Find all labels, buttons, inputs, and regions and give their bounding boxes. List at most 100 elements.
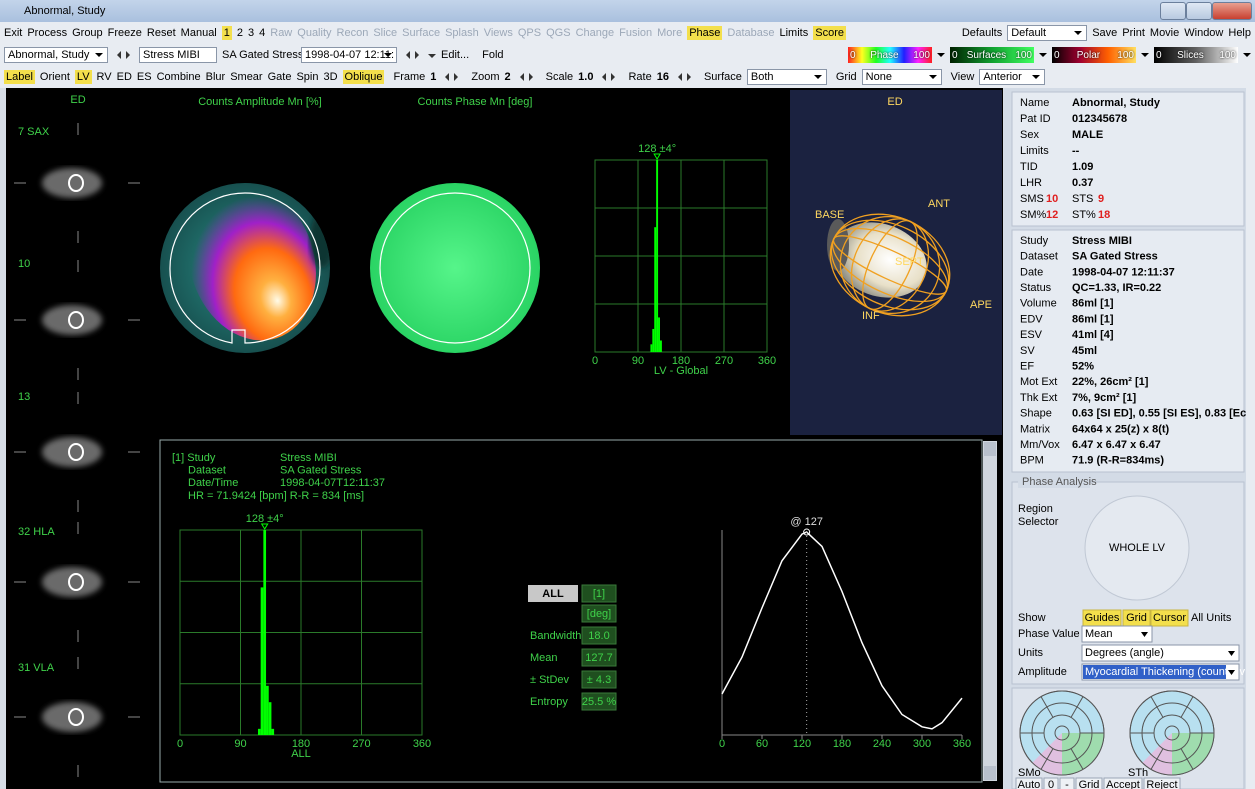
- menu-item[interactable]: 2: [236, 27, 243, 39]
- menu-item[interactable]: Process: [27, 27, 68, 39]
- menu-item[interactable]: Window: [1184, 27, 1224, 39]
- menu-item[interactable]: Manual: [180, 27, 217, 39]
- all-units: All Units: [1191, 612, 1232, 624]
- menu-item[interactable]: Movie: [1149, 27, 1180, 39]
- color-scale[interactable]: 0 Slices 100: [1154, 47, 1238, 63]
- tool-button[interactable]: RV: [96, 71, 112, 83]
- color-scale[interactable]: 0 Phase 100: [848, 47, 932, 63]
- defaults-select[interactable]: Default: [1007, 25, 1088, 41]
- dropdown[interactable]: None: [861, 69, 942, 85]
- tool-button[interactable]: Smear: [230, 71, 263, 83]
- region-selector[interactable]: [1084, 495, 1190, 601]
- tool-button[interactable]: Combine: [156, 71, 201, 83]
- side-scrollbar: [1246, 88, 1255, 789]
- next-arrow[interactable]: [415, 51, 423, 59]
- detail-value: 52%: [1072, 361, 1094, 373]
- prev-arrow[interactable]: [598, 73, 607, 81]
- menu-item[interactable]: Change: [575, 27, 615, 39]
- fold-button[interactable]: Fold: [482, 49, 504, 61]
- x-tick-label: 0: [177, 738, 183, 750]
- menu-item[interactable]: Views: [483, 27, 513, 39]
- menu-item[interactable]: Score: [813, 26, 846, 40]
- color-scale[interactable]: 0 Polar 100: [1052, 47, 1136, 63]
- next-arrow[interactable]: [528, 73, 537, 81]
- tool-button[interactable]: 3D: [323, 71, 338, 83]
- dropdown-value: Anterior: [983, 71, 1022, 83]
- slice-label: 7 SAX: [18, 126, 50, 138]
- tool-button[interactable]: Orient: [39, 71, 70, 83]
- menu-item[interactable]: Reset: [146, 27, 176, 39]
- menu-item[interactable]: 4: [259, 27, 266, 39]
- tool-button[interactable]: ES: [136, 71, 152, 83]
- scale-dropdown[interactable]: [937, 47, 945, 63]
- menu-item[interactable]: 3: [248, 27, 255, 39]
- detail-key: Status: [1020, 282, 1052, 294]
- menu-item[interactable]: Quality: [297, 27, 332, 39]
- menu-item[interactable]: 1: [221, 26, 232, 40]
- menu-item[interactable]: Surface: [402, 27, 441, 39]
- patient-select[interactable]: Abnormal, Study: [4, 47, 108, 63]
- menu-item[interactable]: Print: [1122, 27, 1145, 39]
- menu-item[interactable]: Raw: [270, 27, 293, 39]
- close-button[interactable]: [1212, 2, 1252, 20]
- tool-bar: Label Orient LV RV ED ES Combine Blur Smear Gate S…: [0, 66, 1255, 88]
- tool-button[interactable]: Label: [4, 70, 35, 84]
- tool-button[interactable]: Spin: [296, 71, 319, 83]
- maximize-button[interactable]: [1186, 2, 1212, 20]
- menu-item[interactable]: Group: [72, 27, 103, 39]
- next-arrow[interactable]: [454, 73, 462, 81]
- dropdown[interactable]: Anterior: [979, 69, 1046, 85]
- menu-item[interactable]: Phase: [687, 26, 723, 40]
- menu-item[interactable]: Limits: [779, 27, 809, 39]
- tool-button[interactable]: Blur: [205, 71, 226, 83]
- tool-button[interactable]: LV: [74, 70, 92, 84]
- info-key: Pat ID: [1020, 113, 1051, 125]
- slice-image: [42, 168, 102, 198]
- stat-box: [581, 604, 617, 623]
- tool-button[interactable]: Gate: [267, 71, 292, 83]
- prev-arrow[interactable]: [516, 73, 524, 81]
- histogram-bar: [650, 344, 653, 352]
- detail-value: 0.63 [SI ED], 0.55 [SI ES], 0.83 [Ecc 1]: [1072, 408, 1255, 420]
- color-scale[interactable]: 0 Surfaces 100: [950, 47, 1034, 63]
- patient-box: [1011, 91, 1245, 227]
- scale-dropdown[interactable]: [1039, 47, 1047, 63]
- down-arrow[interactable]: [428, 53, 436, 62]
- x-tick-label: 90: [632, 355, 644, 367]
- menu-item[interactable]: More: [657, 27, 683, 39]
- menu-item[interactable]: Exit: [4, 27, 23, 39]
- minimize-button[interactable]: [1160, 2, 1186, 20]
- field-value: Mean: [1085, 628, 1113, 640]
- tool-button[interactable]: Oblique: [342, 70, 385, 84]
- phase-curve: [721, 531, 963, 730]
- dropdown[interactable]: Both: [746, 69, 827, 85]
- date-select[interactable]: 1998-04-07 12:11:: [301, 47, 397, 63]
- menu-item[interactable]: Save: [1092, 27, 1118, 39]
- menu-item[interactable]: QGS: [546, 27, 571, 39]
- scale-dropdown[interactable]: [1243, 47, 1251, 63]
- field-label: Units: [1018, 647, 1044, 659]
- prev-arrow[interactable]: [441, 73, 450, 81]
- menu-item[interactable]: Database: [727, 27, 775, 39]
- next-arrow[interactable]: [611, 73, 619, 81]
- action-button: [1143, 777, 1181, 789]
- tool-button[interactable]: ED: [116, 71, 132, 83]
- menu-item[interactable]: Freeze: [107, 27, 142, 39]
- menu-item[interactable]: Fusion: [619, 27, 653, 39]
- next-arrow[interactable]: [126, 51, 134, 59]
- x-tick-label: 270: [715, 355, 733, 367]
- x-tick-label: 90: [234, 738, 246, 750]
- menu-item[interactable]: Help: [1228, 27, 1251, 39]
- scale-dropdown[interactable]: [1141, 47, 1149, 63]
- menu-item[interactable]: Slice: [373, 27, 398, 39]
- prev-arrow[interactable]: [402, 51, 410, 59]
- scale-label: Slices: [1177, 49, 1204, 61]
- next-arrow[interactable]: [686, 73, 695, 81]
- prev-arrow[interactable]: [674, 73, 682, 81]
- menu-item[interactable]: Recon: [336, 27, 369, 39]
- field-select: [1081, 625, 1153, 643]
- edit-button[interactable]: Edit...: [441, 49, 470, 61]
- menu-item[interactable]: QPS: [517, 27, 542, 39]
- menu-item[interactable]: Splash: [445, 27, 479, 39]
- prev-arrow[interactable]: [113, 51, 121, 59]
